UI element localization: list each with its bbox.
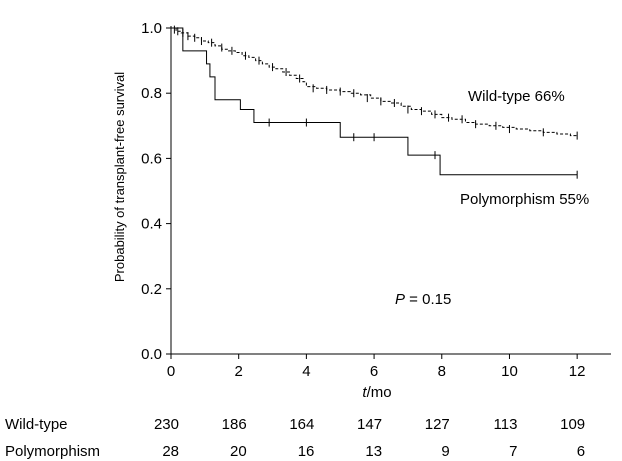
axes [170,26,611,355]
risk-value: 20 [230,443,247,460]
x-tick-label: 12 [569,363,586,380]
x-tick-label: 10 [501,363,518,380]
risk-value: 13 [365,443,382,460]
polymorphism-label: Polymorphism 55% [460,191,589,208]
curves [171,25,578,179]
risk-values: 230 186 164 147 127 113 109 28 20 16 13 9 7 6 [154,416,585,460]
x-axis-label-rest: /mo [367,384,392,401]
x-tick-label: 8 [438,363,446,380]
p-value-italic: P [395,291,405,308]
risk-value: 109 [560,416,585,433]
risk-table: Wild-type Polymorphism 230 186 164 147 127 11… [5,416,585,460]
risk-value: 127 [425,416,450,433]
risk-value: 28 [162,443,179,460]
risk-value: 230 [154,416,179,433]
risk-value: 147 [357,416,382,433]
y-ticks: 0.0 0.2 0.4 0.6 0.8 1.0 [141,20,171,363]
wild-type-curve [171,27,578,137]
x-ticks: 0 2 4 6 8 10 12 [167,354,586,380]
risk-value: 9 [441,443,449,460]
p-value-rest: = 0.15 [405,291,451,308]
risk-value: 6 [577,443,585,460]
x-axis-label: t/mo [362,384,391,401]
risk-value: 7 [509,443,517,460]
y-tick-label: 0.4 [141,216,162,233]
polymorphism-curve [171,27,578,176]
x-tick-label: 6 [370,363,378,380]
y-tick-label: 1.0 [141,20,162,37]
x-axis-label-italic: t [362,384,367,401]
x-tick-label: 4 [302,363,310,380]
x-tick-label: 0 [167,363,175,380]
p-value-annotation: P = 0.15 [395,291,451,308]
y-tick-label: 0.0 [141,346,162,363]
x-tick-label: 2 [235,363,243,380]
risk-row-label-wild-type: Wild-type [5,416,68,433]
risk-value: 16 [298,443,315,460]
wild-type-label: Wild-type 66% [468,88,565,105]
y-tick-label: 0.6 [141,150,162,167]
risk-value: 113 [494,416,518,433]
y-tick-label: 0.8 [141,85,162,102]
y-tick-label: 0.2 [141,281,162,298]
risk-row-label-polymorphism: Polymorphism [5,443,100,460]
risk-value: 186 [222,416,247,433]
y-axis-label: Probability of transplant-free survival [112,72,127,282]
risk-value: 164 [289,416,314,433]
